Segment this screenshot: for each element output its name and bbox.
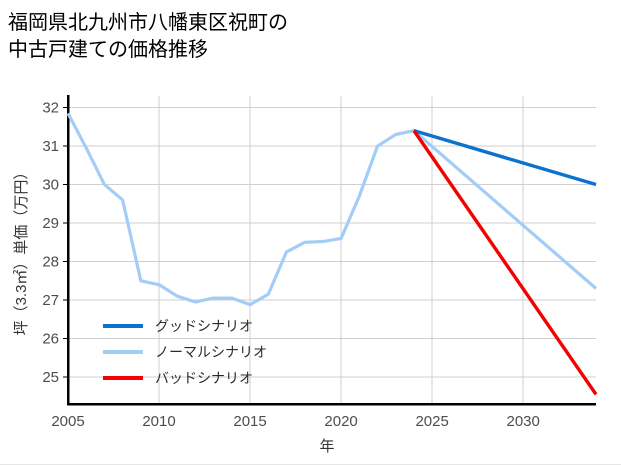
y-tick-label: 26	[42, 331, 59, 348]
legend-label: バッドシナリオ	[155, 370, 253, 386]
x-tick-label: 2025	[415, 413, 448, 430]
x-tick-label: 2030	[506, 413, 539, 430]
legend-label: ノーマルシナリオ	[155, 344, 267, 360]
chart-title: 福岡県北九州市八幡東区祝町の 中古戸建ての価格推移	[8, 12, 288, 61]
x-tick-label: 2010	[142, 413, 175, 430]
series-line-bad	[412, 129, 598, 396]
y-axis-title: 坪（3.3㎡）単価（万円）	[13, 165, 30, 336]
x-tick-label: 2015	[233, 413, 266, 430]
x-tick-label: 2020	[324, 413, 357, 430]
x-axis-title: 年	[319, 438, 334, 455]
y-tick-label: 32	[42, 100, 59, 117]
y-tick-label: 29	[42, 215, 59, 232]
y-tick-label: 28	[42, 254, 59, 271]
y-tick-label: 27	[42, 292, 59, 309]
series-line-good	[413, 129, 597, 187]
x-tick-label: 2005	[51, 413, 84, 430]
y-tick-label: 30	[42, 177, 59, 194]
y-tick-label: 25	[42, 369, 59, 386]
y-tick-label: 31	[42, 138, 59, 155]
series-line-normal	[66, 112, 598, 307]
legend-label: グッドシナリオ	[155, 318, 253, 334]
